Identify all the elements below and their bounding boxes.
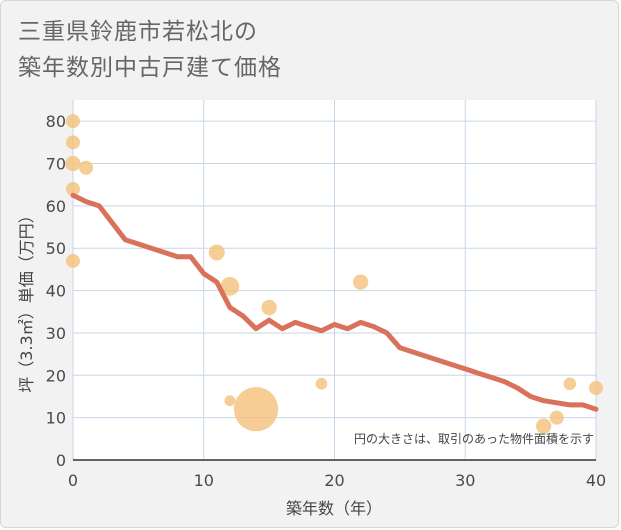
bubble-point-14 <box>549 410 564 425</box>
x-axis-title: 築年数（年） <box>286 499 382 518</box>
bubble-point-9 <box>233 387 279 432</box>
y-tick-label-3: 30 <box>46 324 66 343</box>
bubble-series <box>65 114 603 434</box>
x-tick-labels: 0 10 20 30 40 <box>68 471 606 490</box>
y-axis-title: 坪（3.3㎡）単価（万円） <box>17 207 36 392</box>
x-tick-label-2: 20 <box>324 471 344 490</box>
x-tick-label-3: 30 <box>455 471 475 490</box>
bubble-point-13 <box>536 418 552 434</box>
bubble-point-4 <box>66 253 80 268</box>
bubble-point-3 <box>66 181 80 196</box>
x-tick-label-4: 40 <box>586 471 606 490</box>
y-tick-label-1: 10 <box>46 409 66 428</box>
bubble-size-note: 円の大きさは、取引のあった物件面積を示す <box>354 431 594 446</box>
trend-line <box>70 192 599 412</box>
y-tick-label-4: 40 <box>46 282 66 301</box>
y-tick-label-6: 60 <box>46 197 66 216</box>
bubble-point-16 <box>589 381 603 395</box>
bubble-point-2 <box>65 155 81 172</box>
y-tick-labels: 0 10 20 30 40 50 60 70 80 <box>46 112 66 470</box>
y-tick-label-8: 80 <box>46 112 66 131</box>
y-tick-label-7: 70 <box>46 155 66 174</box>
bubble-point-11 <box>315 377 328 390</box>
x-tick-label-0: 0 <box>68 471 78 490</box>
bubble-point-7 <box>220 276 240 296</box>
bubble-point-1 <box>66 135 80 150</box>
y-tick-label-5: 50 <box>46 239 66 258</box>
y-tick-label-0: 0 <box>56 451 66 470</box>
chart-title-line-1: 三重県鈴鹿市若松北の <box>18 19 258 45</box>
chart-title-line-2: 築年数別中古戸建て価格 <box>18 55 282 81</box>
bubble-point-12 <box>352 274 369 290</box>
bubble-point-10 <box>261 299 277 316</box>
bubble-point-8 <box>224 395 236 407</box>
bubble-point-6 <box>208 244 225 261</box>
bubble-point-0 <box>66 114 80 129</box>
y-tick-label-2: 20 <box>46 366 66 385</box>
grid-lines <box>72 100 597 461</box>
bubble-point-5 <box>79 160 94 175</box>
chart-title: 三重県鈴鹿市若松北の 築年数別中古戸建て価格 <box>18 14 282 86</box>
bubble-point-15 <box>563 377 577 391</box>
x-tick-label-1: 10 <box>194 471 214 490</box>
